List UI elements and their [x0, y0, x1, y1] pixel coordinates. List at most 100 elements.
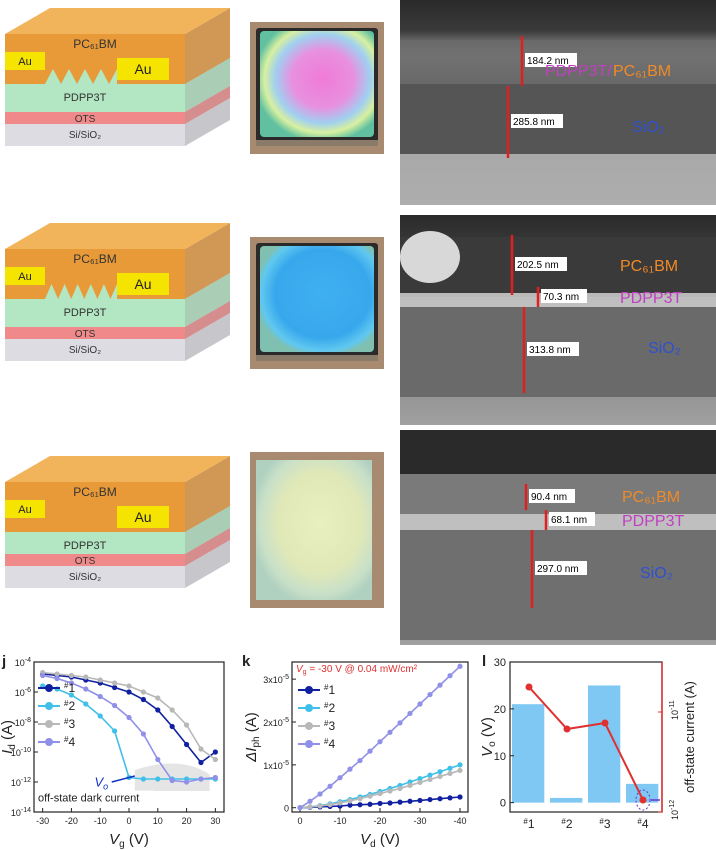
measure-1-text: 184.2 nm — [527, 56, 569, 67]
legend-marker-1 — [305, 686, 313, 694]
x-axis-title: Vd (V) — [360, 831, 400, 850]
data-point — [367, 801, 373, 807]
data-point — [68, 692, 75, 698]
surface-blob — [400, 231, 460, 283]
y-tick-label: 10-12 — [11, 777, 31, 788]
data-point — [54, 675, 60, 682]
data-point — [337, 775, 343, 781]
sem-image-1: 184.2 nm 285.8 nm PDPP3T/PC₆₁BM SiO₂ — [400, 0, 716, 205]
sem-svg: 184.2 nm 285.8 nm PDPP3T/PC₆₁BM SiO₂ — [400, 0, 716, 205]
sample-film — [260, 246, 374, 352]
y-tick-label: 0 — [500, 798, 506, 810]
y-tick-label: 10 — [494, 751, 506, 763]
substrate-layer-side — [185, 313, 230, 361]
device-svg: PC₆₁BM Au Au PDPP3T OTS Si/SiO₂ — [5, 8, 230, 146]
au-right-label: Au — [134, 509, 151, 525]
measure-1-text: 202.5 nm — [517, 260, 559, 271]
data-point — [155, 695, 161, 701]
data-point — [347, 802, 353, 808]
side-shade — [185, 456, 230, 588]
ots-layer-side — [185, 301, 230, 339]
device-schematic-1: PC₆₁BM Au Au PDPP3T OTS Si/SiO₂ — [0, 0, 232, 210]
vo-arrow — [111, 775, 135, 783]
substrate-layer — [5, 124, 185, 146]
data-point — [387, 800, 393, 806]
data-point — [126, 689, 132, 695]
data-point — [307, 804, 313, 810]
data-point — [407, 710, 413, 717]
data-point — [198, 759, 204, 766]
data-point — [457, 767, 463, 774]
data-point — [169, 723, 175, 730]
measure-2-box — [541, 289, 587, 303]
sem-label-1: PC₆₁BM — [620, 258, 678, 275]
sem-label-2: PC₆₁BM — [613, 63, 671, 80]
legend-entry-2: #2 — [64, 699, 75, 713]
data-point — [40, 672, 46, 679]
data-point — [427, 776, 433, 783]
sem-image-3: 90.4 nm 68.1 nm 297.0 nm PC₆₁BM PDPP3T SiO₂ — [400, 430, 716, 645]
au-electrode-right — [117, 273, 169, 295]
off-state-annotation: off-state dark current — [38, 793, 139, 805]
au-left-label: Au — [18, 56, 31, 68]
data-point — [397, 799, 403, 805]
measure-2-text: 68.1 nm — [551, 515, 587, 526]
y2-tick-label: 10-11 — [669, 700, 680, 720]
data-point — [397, 785, 403, 792]
sample-film — [260, 31, 374, 137]
data-point — [347, 766, 353, 772]
data-point — [97, 693, 103, 700]
pdpp3t-layer-side — [185, 273, 230, 327]
category-label-4: #4 — [637, 817, 648, 831]
top-face — [5, 8, 230, 34]
y-axis-title: Vo (V) — [480, 717, 498, 757]
panel-k: 0 -10 -20 -30 -40 0 1x10-5 2x10-5 3x10-5 #1 #2 #3 #4… — [240, 650, 476, 850]
x-tick-label: -30 — [36, 816, 49, 826]
data-point — [367, 748, 373, 754]
sem-label-1: PC₆₁BM — [622, 489, 680, 506]
x-tick-label: 0 — [126, 816, 131, 826]
photo-svg — [250, 22, 384, 154]
data-point — [447, 673, 453, 679]
legend-marker-4 — [305, 740, 313, 748]
substrate-label: Si/SiO₂ — [69, 130, 101, 141]
data-point — [457, 663, 463, 669]
au-right-label: Au — [134, 61, 151, 77]
y-tick-label: 3x10-5 — [263, 674, 289, 685]
pdpp3t-layer-side — [185, 58, 230, 112]
photo-svg — [250, 237, 384, 369]
top-face — [5, 223, 230, 249]
category-label-2: #2 — [561, 817, 572, 831]
ots-label: OTS — [75, 114, 96, 125]
substrate-layer-side — [185, 98, 230, 146]
measure-3-box — [527, 342, 579, 356]
data-point — [155, 756, 161, 763]
ots-layer-side — [185, 86, 230, 124]
sample-edge — [256, 355, 378, 361]
data-point — [337, 800, 343, 806]
sem-label-3: SiO₂ — [632, 119, 665, 136]
off-current-point-3 — [601, 719, 609, 727]
y-axis-title: Id (A) — [0, 720, 18, 754]
measure-1-box — [529, 489, 575, 503]
device-svg: PC₆₁BM Au Au PDPP3T OTS Si/SiO₂ — [5, 223, 230, 361]
au-left-label: Au — [18, 271, 31, 283]
data-point — [427, 796, 433, 803]
silicon-band — [400, 154, 716, 205]
bar-4 — [626, 783, 659, 803]
device-schematic-3: PC₆₁BM Au Au PDPP3T OTS Si/SiO₂ — [0, 430, 232, 640]
data-point — [183, 779, 190, 785]
data-point — [327, 802, 333, 808]
off-current-point-4 — [639, 796, 647, 804]
bar-1 — [512, 704, 545, 803]
data-point — [367, 793, 373, 799]
panel-letter-j: j — [1, 653, 6, 670]
data-point — [457, 762, 463, 768]
ots-layer — [5, 112, 185, 124]
annotation-box — [36, 790, 154, 805]
measure-2-box — [511, 114, 563, 128]
x-tick-label: -20 — [65, 816, 78, 826]
legend-entry-2: #2 — [324, 701, 335, 715]
data-point — [155, 707, 161, 713]
data-point — [68, 672, 75, 679]
